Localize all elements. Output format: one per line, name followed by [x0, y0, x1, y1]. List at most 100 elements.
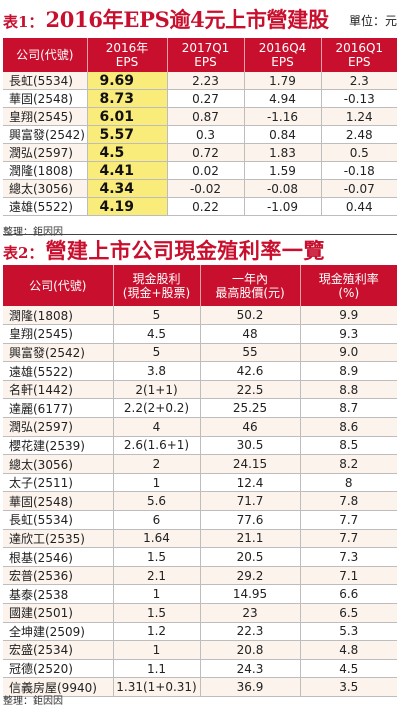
yield-table: 公司(代號) 現金股利 (現金+股票) 一年內 最高股價(元) 現金殖利率 (%) 潤隆(1…	[3, 265, 397, 697]
value-cell: 2(1+1)	[113, 380, 201, 400]
value-cell: 1.24	[321, 107, 397, 127]
table2-source: 整理：鉅因因	[3, 696, 63, 707]
company-cell: 華固(2548)	[3, 491, 114, 512]
table-row: 冠德(2520) 1.1 24.3 4.5	[3, 659, 397, 679]
company-cell: 根基(2546)	[3, 547, 114, 567]
company-cell: 基泰(2538	[3, 584, 114, 604]
table-row: 華固(2548) 5.6 71.7 7.8	[3, 491, 397, 512]
value-cell: 0.84	[244, 125, 322, 145]
eps-table-header: 公司(代號) 2016年 EPS 2017Q1 EPS 2016Q4 EPS 2016Q1 EP…	[3, 38, 397, 72]
value-cell: 5.6	[113, 491, 201, 512]
value-cell: 12.4	[200, 473, 301, 493]
value-cell: 21.1	[200, 529, 301, 549]
table1-unit: 單位：元	[348, 14, 397, 28]
company-cell: 遠雄(5522)	[3, 361, 114, 381]
yield-table-body: 潤隆(1808) 5 50.2 9.9 皇翔(2545) 4.5 48 9.3 興富發(2542…	[3, 306, 397, 697]
value-cell: 8.5	[300, 436, 397, 456]
company-cell: 太子(2511)	[3, 473, 114, 493]
value-cell: 42.6	[200, 361, 301, 381]
value-cell: 9.9	[300, 306, 397, 326]
company-cell: 達欣工(2535)	[3, 529, 114, 549]
value-cell: 4.5	[87, 143, 168, 163]
value-cell: 4.19	[87, 197, 168, 217]
company-cell: 達麗(6177)	[3, 398, 114, 419]
table-row: 總太(3056) 2 24.15 8.2	[3, 454, 397, 474]
value-cell: 22.3	[200, 622, 301, 642]
value-cell: 50.2	[200, 306, 301, 326]
value-cell: 8	[300, 473, 397, 493]
value-cell: 0.44	[321, 197, 397, 217]
value-cell: 2.3	[321, 72, 397, 91]
section-divider	[3, 234, 397, 235]
column-header: 公司(代號)	[3, 265, 114, 306]
table-row: 櫻花建(2539) 2.6(1.6+1) 30.5 8.5	[3, 436, 397, 456]
value-cell: 6.6	[300, 584, 397, 604]
value-cell: 9.69	[87, 72, 168, 91]
value-cell: 2.2(2+0.2)	[113, 398, 201, 419]
column-header: 2017Q1 EPS	[167, 38, 245, 72]
column-header: 2016年 EPS	[87, 38, 168, 72]
value-cell: -0.02	[167, 179, 245, 199]
table-row: 全坤建(2509) 1.2 22.3 5.3	[3, 622, 397, 642]
value-cell: 0.87	[167, 107, 245, 127]
value-cell: 1	[113, 584, 201, 604]
company-cell: 宏普(2536)	[3, 566, 114, 586]
value-cell: 0.72	[167, 143, 245, 163]
table-row: 宏普(2536) 2.1 29.2 7.1	[3, 566, 397, 586]
company-cell: 遠雄(5522)	[3, 197, 88, 217]
table-row: 國建(2501) 1.5 23 6.5	[3, 603, 397, 623]
table-row: 名軒(1442) 2(1+1) 22.5 8.8	[3, 380, 397, 400]
value-cell: 2.1	[113, 566, 201, 586]
value-cell: 4	[113, 417, 201, 437]
value-cell: 4.34	[87, 179, 168, 199]
value-cell: 1.59	[244, 161, 322, 181]
company-cell: 潤隆(1808)	[3, 161, 88, 181]
value-cell: 2.6(1.6+1)	[113, 436, 201, 456]
value-cell: 1.79	[244, 72, 322, 91]
company-cell: 潤弘(2597)	[3, 143, 88, 163]
value-cell: 1.2	[113, 622, 201, 642]
value-cell: 1	[113, 473, 201, 493]
value-cell: 1.31(1+0.31)	[113, 677, 201, 697]
company-cell: 皇翔(2545)	[3, 324, 114, 344]
value-cell: 6	[113, 510, 201, 530]
table-row: 皇翔(2545) 6.01 0.87 -1.16 1.24	[3, 107, 397, 127]
value-cell: 4.94	[244, 89, 322, 109]
table-row: 遠雄(5522) 4.19 0.22 -1.09 0.44	[3, 197, 397, 217]
value-cell: 6.5	[300, 603, 397, 623]
value-cell: 4.5	[300, 659, 397, 679]
value-cell: -1.09	[244, 197, 322, 217]
value-cell: 4.8	[300, 640, 397, 660]
value-cell: 46	[200, 417, 301, 437]
value-cell: 2.23	[167, 72, 245, 91]
company-cell: 宏盛(2534)	[3, 640, 114, 660]
company-cell: 總太(3056)	[3, 179, 88, 199]
table-row: 達欣工(2535) 1.64 21.1 7.7	[3, 529, 397, 549]
table-row: 遠雄(5522) 3.8 42.6 8.9	[3, 361, 397, 381]
company-cell: 皇翔(2545)	[3, 107, 88, 127]
table-row: 達麗(6177) 2.2(2+0.2) 25.25 8.7	[3, 398, 397, 419]
value-cell: 2.48	[321, 125, 397, 145]
table-row: 太子(2511) 1 12.4 8	[3, 473, 397, 493]
value-cell: 25.25	[200, 398, 301, 419]
table-row: 總太(3056) 4.34 -0.02 -0.08 -0.07	[3, 179, 397, 199]
value-cell: 0.22	[167, 197, 245, 217]
value-cell: 8.8	[300, 380, 397, 400]
value-cell: 3.5	[300, 677, 397, 697]
company-cell: 長虹(5534)	[3, 510, 114, 530]
value-cell: 1.83	[244, 143, 322, 163]
table1-source: 整理：鉅因因	[3, 227, 63, 238]
value-cell: 4.41	[87, 161, 168, 181]
company-cell: 潤弘(2597)	[3, 417, 114, 437]
table-row: 華固(2548) 8.73 0.27 4.94 -0.13	[3, 89, 397, 109]
column-header: 一年內 最高股價(元)	[200, 265, 301, 306]
value-cell: 20.8	[200, 640, 301, 660]
column-header: 現金股利 (現金+股票)	[113, 265, 201, 306]
eps-table: 公司(代號) 2016年 EPS 2017Q1 EPS 2016Q4 EPS 2016Q1 EP…	[3, 38, 397, 217]
value-cell: 23	[200, 603, 301, 623]
table1-prefix: 表1：	[3, 13, 44, 31]
table-row: 興富發(2542) 5 55 9.0	[3, 343, 397, 363]
value-cell: 9.3	[300, 324, 397, 344]
company-cell: 國建(2501)	[3, 603, 114, 623]
column-header: 現金殖利率 (%)	[300, 265, 397, 306]
